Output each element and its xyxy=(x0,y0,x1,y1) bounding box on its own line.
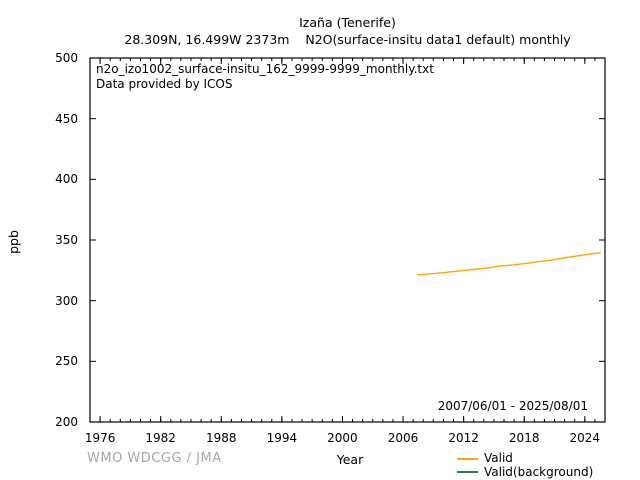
x-tick-label-2012: 2012 xyxy=(448,431,479,445)
x-tick-label-2024: 2024 xyxy=(569,431,601,445)
watermark-wmo-wdcgg-jma: WMO WDCGG / JMA xyxy=(87,451,222,466)
y-tick-label-200: 200 xyxy=(55,415,78,429)
x-tick-label-1976: 1976 xyxy=(84,431,116,445)
x-axis-label: Year xyxy=(336,452,364,467)
y-tick-label-450: 450 xyxy=(55,111,78,126)
y-tick-label-350: 350 xyxy=(55,233,78,247)
legend-item-valid-background: Valid(background) xyxy=(457,464,594,480)
y-tick-label-400: 400 xyxy=(55,172,78,187)
plot-frame xyxy=(89,57,606,423)
legend-line-valid-background-icon xyxy=(457,471,478,474)
x-tick-label-1982: 1982 xyxy=(145,431,176,445)
legend-item-valid: Valid xyxy=(457,452,593,466)
y-tick-label-250: 250 xyxy=(55,354,78,369)
legend: Valid Valid(background) xyxy=(457,452,593,479)
y-tick-label-500: 500 xyxy=(55,51,78,65)
series-line-valid xyxy=(417,251,601,276)
y-tick-label-300: 300 xyxy=(55,293,78,308)
source-file-label: n2o_izo1002_surface-insitu_162_9999-9999… xyxy=(96,62,434,76)
x-tick-label-1994: 1994 xyxy=(266,431,298,445)
legend-line-valid-icon xyxy=(457,457,478,460)
x-tick-label-1988: 1988 xyxy=(205,431,237,445)
x-tick-label-2006: 2006 xyxy=(387,431,419,445)
data-provider-label: Data provided by ICOS xyxy=(96,77,233,91)
legend-label-valid: Valid xyxy=(484,451,513,466)
x-tick-label-2018: 2018 xyxy=(508,431,540,445)
chart-title: Izaña (Tenerife) xyxy=(299,15,396,30)
chart-subtitle: 28.309N, 16.499W 2373m N2O(surface-insit… xyxy=(124,32,571,47)
x-tick-label-2000: 2000 xyxy=(327,431,358,445)
legend-label-valid-background: Valid(background) xyxy=(484,464,594,479)
date-range-label: 2007/06/01 - 2025/08/01 xyxy=(437,399,588,413)
y-axis-label: ppb xyxy=(6,230,21,254)
